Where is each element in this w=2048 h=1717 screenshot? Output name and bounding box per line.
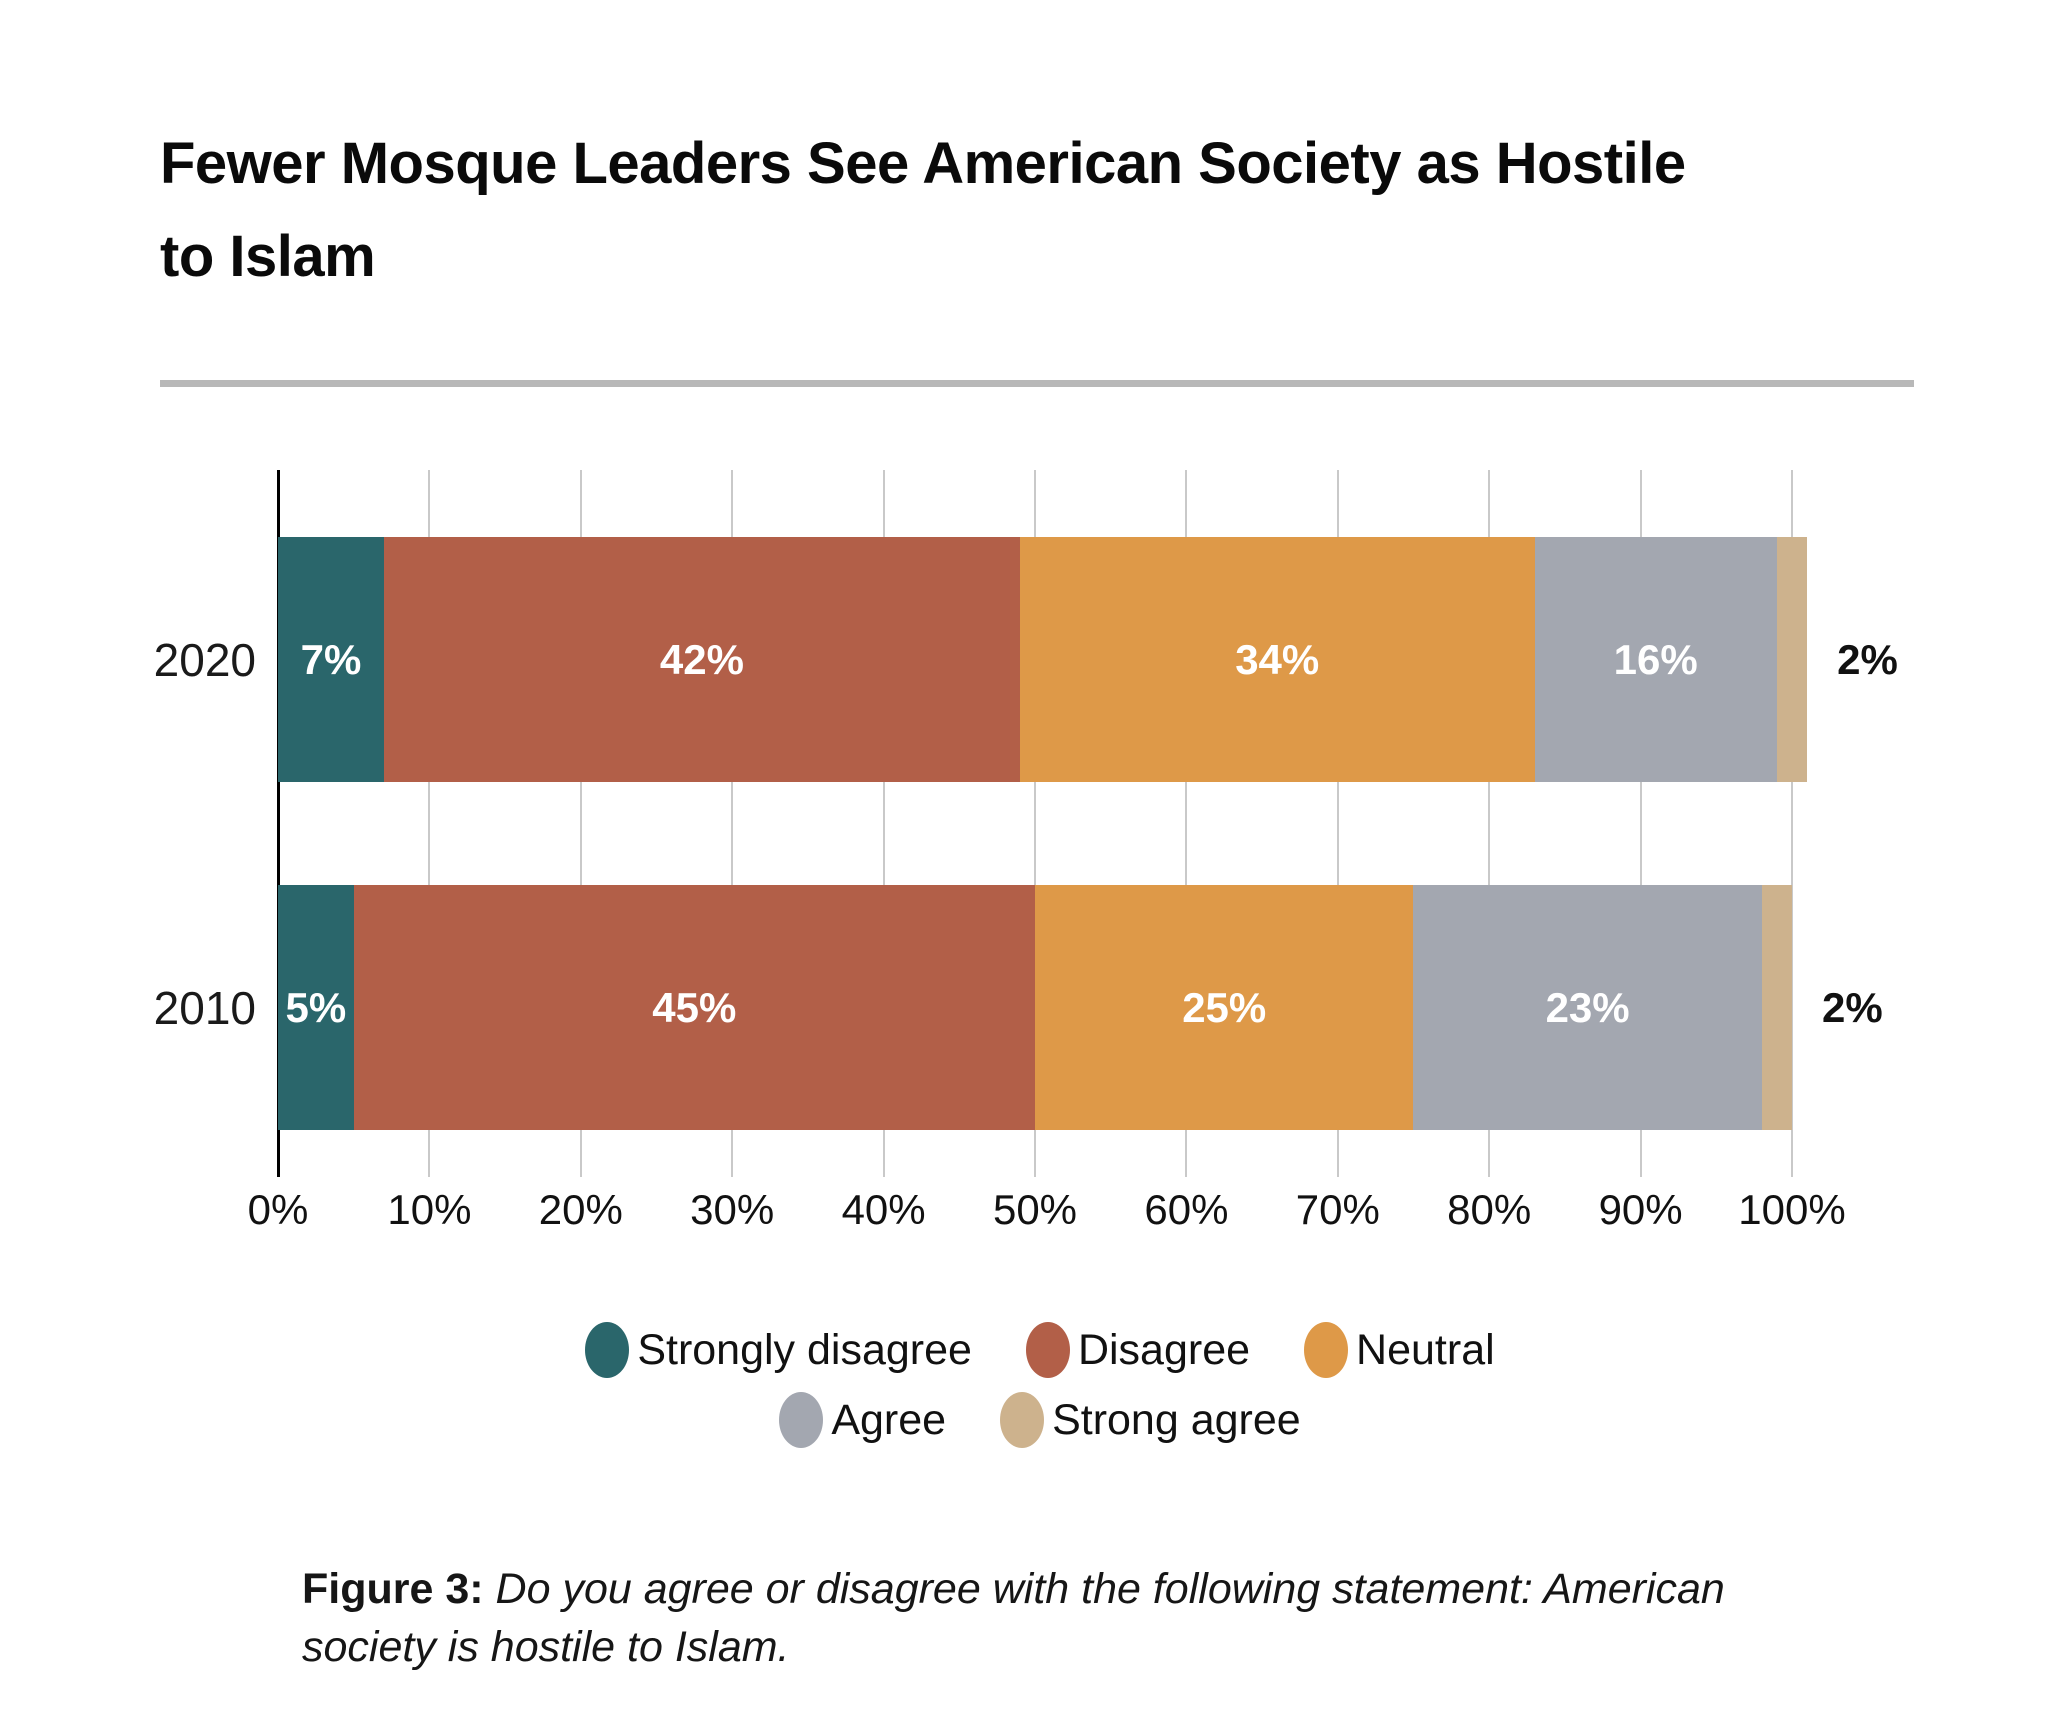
gridline-10 [428, 470, 431, 1177]
x-tick-label-80: 80% [1447, 1186, 1532, 1233]
title-divider [160, 380, 1914, 387]
segment-value-label: 45% [652, 983, 737, 1031]
outside-value-label-2010: 2% [1822, 983, 1883, 1031]
chart-title: Fewer Mosque Leaders See American Societ… [160, 131, 1686, 289]
x-tick-label-50: 50% [992, 1186, 1078, 1233]
legend-item-strongly-disagree: Strongly disagree [585, 1322, 972, 1378]
legend-row-2: Agree Strong agree [779, 1392, 1301, 1448]
gridline-80 [1488, 470, 1491, 1177]
gridline-90 [1639, 470, 1642, 1177]
caption-text: Do you agree or disagree with the follow… [302, 1565, 1725, 1672]
segment-value-label: 23% [1545, 983, 1630, 1031]
legend-item-disagree: Disagree [1025, 1322, 1251, 1378]
x-tick-label-100: 100% [1738, 1186, 1846, 1233]
bar-segment-2020-disagree: 42% [383, 537, 1020, 782]
segment-value-label: 5% [285, 983, 347, 1031]
x-tick-label-60: 60% [1144, 1186, 1229, 1233]
legend-label: Neutral [1356, 1325, 1495, 1374]
legend-swatch-icon [1304, 1322, 1349, 1378]
x-tick-label-30: 30% [690, 1186, 775, 1233]
bar-segment-2020-strongly-disagree: 7% [278, 537, 384, 782]
bar-row-2020: 7% 42% 34% 16% [278, 537, 1808, 782]
legend-label: Agree [831, 1395, 947, 1444]
gridline-30 [731, 470, 734, 1177]
gridline-100 [1791, 470, 1793, 1177]
legend-swatch-icon [1025, 1322, 1070, 1378]
y-axis-line [277, 470, 280, 1177]
x-tick-label-10: 10% [387, 1186, 472, 1233]
legend-label: Strong agree [1052, 1395, 1301, 1444]
segment-value-label: 25% [1182, 983, 1267, 1031]
bar-segment-2010-strongly-disagree: 5% [278, 885, 354, 1130]
bar-segment-2010-strong-agree [1761, 885, 1792, 1130]
legend-label: Strongly disagree [637, 1325, 972, 1374]
x-tick-label-0: 0% [247, 1186, 309, 1233]
segment-value-label: 34% [1235, 635, 1320, 683]
bar-segment-2010-disagree: 45% [353, 885, 1035, 1130]
gridline-40 [882, 470, 885, 1177]
row-label-2010: 2010 [153, 981, 256, 1034]
bar-row-2010: 5% 45% 25% 23% [278, 885, 1792, 1130]
legend-item-agree: Agree [779, 1392, 946, 1448]
legend-label: Disagree [1077, 1325, 1251, 1374]
x-tick-label-20: 20% [538, 1186, 623, 1233]
bar-segment-2010-agree: 23% [1413, 885, 1762, 1130]
bar-segment-2020-neutral: 34% [1019, 537, 1535, 782]
segment-value-label: 16% [1613, 635, 1698, 683]
legend: Strongly disagree Disagree Neutral Agree Str… [0, 1322, 2048, 1448]
gridline-60 [1185, 470, 1188, 1177]
legend-item-neutral: Neutral [1304, 1322, 1495, 1378]
gridline-20 [579, 470, 582, 1177]
bar-segment-2020-strong-agree [1776, 537, 1808, 782]
legend-swatch-icon [779, 1392, 824, 1448]
gridline-70 [1336, 470, 1339, 1177]
bar-segment-2010-neutral: 25% [1034, 885, 1414, 1130]
x-tick-label-40: 40% [841, 1186, 926, 1233]
legend-swatch-icon [585, 1322, 630, 1378]
caption-prefix: Figure 3: [302, 1565, 484, 1613]
segment-value-label: 42% [659, 635, 744, 683]
gridline-50 [1034, 470, 1036, 1177]
bar-segment-2020-agree: 16% [1534, 537, 1777, 782]
x-tick-label-90: 90% [1598, 1186, 1683, 1233]
segment-value-label: 7% [300, 635, 362, 683]
figure-caption: Figure 3: Do you agree or disagree with … [302, 1560, 1802, 1676]
outside-value-label-2020: 2% [1837, 635, 1898, 683]
legend-item-strong-agree: Strong agree [1000, 1392, 1301, 1448]
x-tick-label-70: 70% [1295, 1186, 1380, 1233]
legend-swatch-icon [1000, 1392, 1045, 1448]
legend-row-1: Strongly disagree Disagree Neutral [585, 1322, 1495, 1378]
row-label-2020: 2020 [153, 633, 256, 686]
